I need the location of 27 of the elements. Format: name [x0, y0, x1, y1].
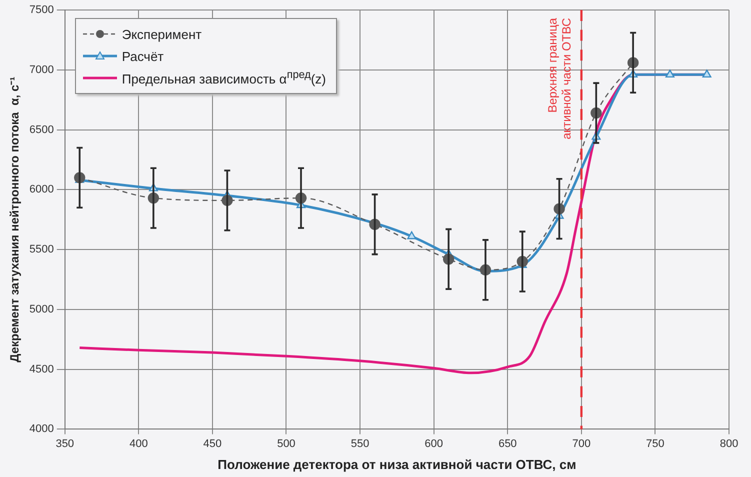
- ref-line-label: Верхняя граница активной части ОТВС: [546, 18, 574, 140]
- x-tick-label: 400: [129, 438, 148, 450]
- y-tick-label: 7000: [29, 64, 54, 76]
- x-tick-label: 500: [277, 438, 296, 450]
- x-tick-label: 800: [720, 438, 738, 450]
- x-tick-label: 750: [646, 438, 664, 450]
- y-axis-title: Декремент затухания нейтронного потока α, с⁻¹: [8, 76, 22, 362]
- y-tick-label: 4000: [29, 423, 54, 436]
- x-tick-label: 650: [498, 438, 517, 450]
- x-tick-label: 550: [350, 438, 370, 450]
- x-tick-label: 350: [56, 438, 74, 450]
- legend-label: Расчёт: [122, 48, 164, 64]
- legend-label: Предельная зависимость α$^{пред}$(z): [122, 69, 326, 87]
- x-tick-label: 450: [203, 438, 222, 450]
- y-tick-label: 7500: [29, 4, 54, 16]
- x-tick-label: 600: [424, 438, 444, 450]
- point: [702, 70, 712, 78]
- x-axis-title: Положение детектора от низа активной части ОТВС, см: [218, 456, 576, 472]
- y-tick-label: 5000: [29, 303, 54, 316]
- point: [407, 231, 416, 240]
- x-tick-label: 700: [572, 438, 591, 450]
- y-tick-label: 6500: [29, 124, 54, 136]
- y-tick-label: 5500: [29, 244, 54, 256]
- legend-label: Эксперимент: [122, 26, 202, 42]
- point: [665, 70, 674, 78]
- y-tick-label: 6000: [29, 184, 54, 196]
- y-tick-label: 4500: [29, 363, 54, 376]
